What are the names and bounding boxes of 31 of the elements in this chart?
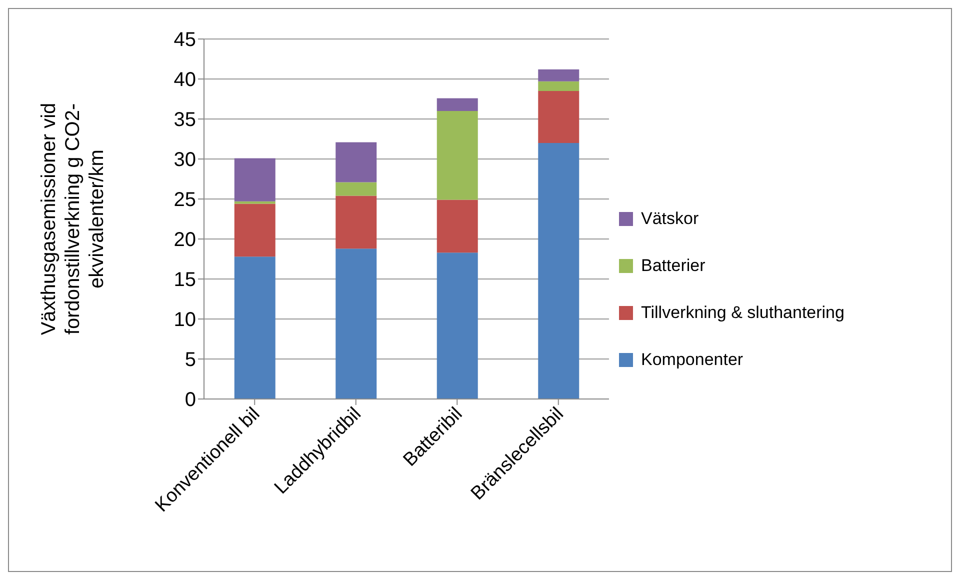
y-axis-title: Växthusgasemissioner vid fordonstillverkning g CO2-ekvivalenter/km: [38, 102, 108, 336]
y-tick-label: 25: [174, 189, 196, 212]
bar: [234, 158, 276, 202]
bar: [234, 256, 276, 399]
bar: [234, 201, 276, 204]
bar: [538, 91, 580, 143]
legend-label: Tillverkning & sluthantering: [641, 302, 844, 322]
y-tick-label: 5: [184, 349, 196, 372]
bar: [436, 111, 478, 200]
y-tick-label: 45: [174, 29, 196, 52]
y-tick-label: 20: [174, 229, 196, 252]
bar: [436, 200, 478, 253]
legend-label: Komponenter: [641, 350, 744, 370]
y-tick-label: 40: [174, 69, 196, 92]
bar: [336, 142, 377, 182]
bar: [436, 98, 478, 111]
bar: [336, 248, 377, 399]
y-tick-label: 35: [174, 109, 196, 132]
y-tick-label: 0: [184, 389, 196, 412]
bar: [336, 182, 377, 196]
bar: [234, 204, 276, 257]
bar: [538, 143, 580, 399]
y-tick-label: 30: [174, 149, 196, 172]
legend-label: Batterier: [641, 256, 706, 276]
bar: [538, 81, 580, 91]
legend-label: Vätskor: [641, 208, 699, 228]
bar: [336, 196, 377, 249]
y-tick-label: 10: [174, 309, 196, 332]
bar: [538, 69, 580, 82]
bar: [436, 252, 478, 399]
y-tick-label: 15: [174, 269, 196, 292]
